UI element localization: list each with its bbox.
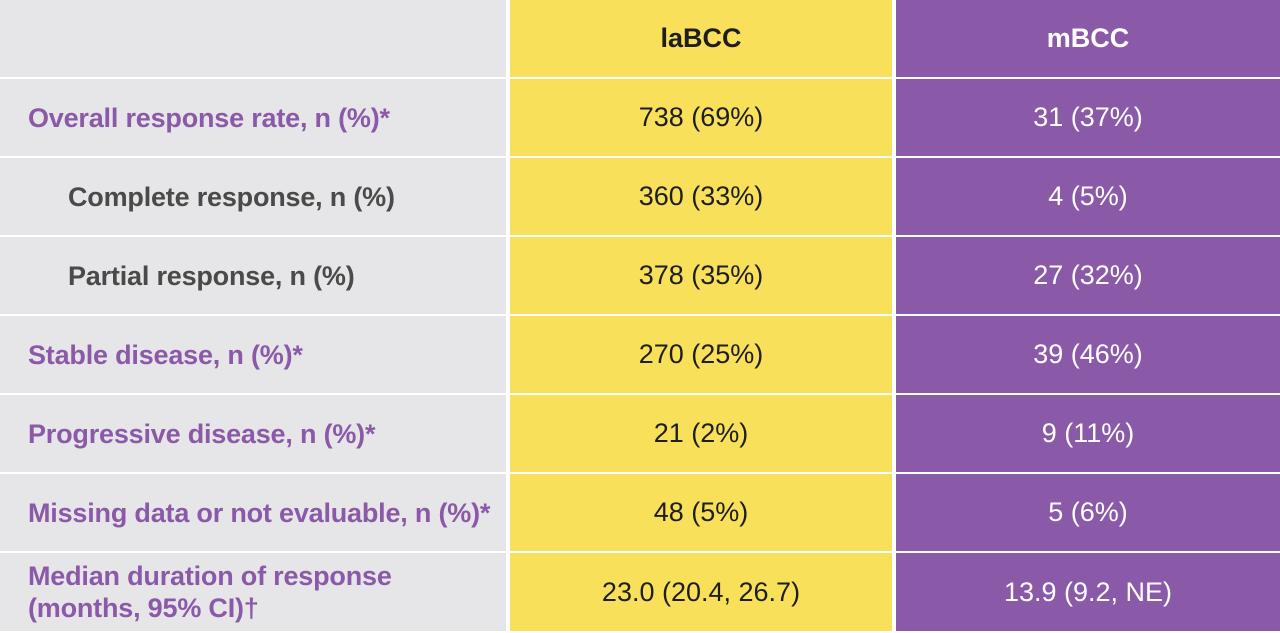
row-label-progressive-disease: Progressive disease, n (%)* [0, 395, 506, 474]
cell-mbcc-median-duration: 13.9 (9.2, NE) [892, 553, 1280, 633]
cell-mbcc-missing-data: 5 (6%) [892, 474, 1280, 553]
median-duration-label-line2: (months, 95% CI)† [28, 593, 259, 623]
row-label-stable-disease: Stable disease, n (%)* [0, 316, 506, 395]
cell-labcc-stable-disease: 270 (25%) [506, 316, 892, 395]
cell-labcc-missing-data: 48 (5%) [506, 474, 892, 553]
cell-labcc-median-duration: 23.0 (20.4, 26.7) [506, 553, 892, 633]
cell-mbcc-stable-disease: 39 (46%) [892, 316, 1280, 395]
cell-labcc-overall-response: 738 (69%) [506, 79, 892, 158]
header-blank-cell [0, 0, 506, 79]
row-label-complete-response: Complete response, n (%) [0, 158, 506, 237]
cell-mbcc-partial-response: 27 (32%) [892, 237, 1280, 316]
cell-mbcc-overall-response: 31 (37%) [892, 79, 1280, 158]
row-label-partial-response: Partial response, n (%) [0, 237, 506, 316]
cell-mbcc-progressive-disease: 9 (11%) [892, 395, 1280, 474]
cell-mbcc-complete-response: 4 (5%) [892, 158, 1280, 237]
header-mbcc: mBCC [892, 0, 1280, 79]
row-label-overall-response: Overall response rate, n (%)* [0, 79, 506, 158]
cell-labcc-complete-response: 360 (33%) [506, 158, 892, 237]
row-label-missing-data: Missing data or not evaluable, n (%)* [0, 474, 506, 553]
cell-labcc-partial-response: 378 (35%) [506, 237, 892, 316]
row-label-median-duration: Median duration of response (months, 95%… [0, 553, 506, 633]
cell-labcc-progressive-disease: 21 (2%) [506, 395, 892, 474]
header-labcc: laBCC [506, 0, 892, 79]
median-duration-label-line1: Median duration of response [28, 561, 392, 591]
